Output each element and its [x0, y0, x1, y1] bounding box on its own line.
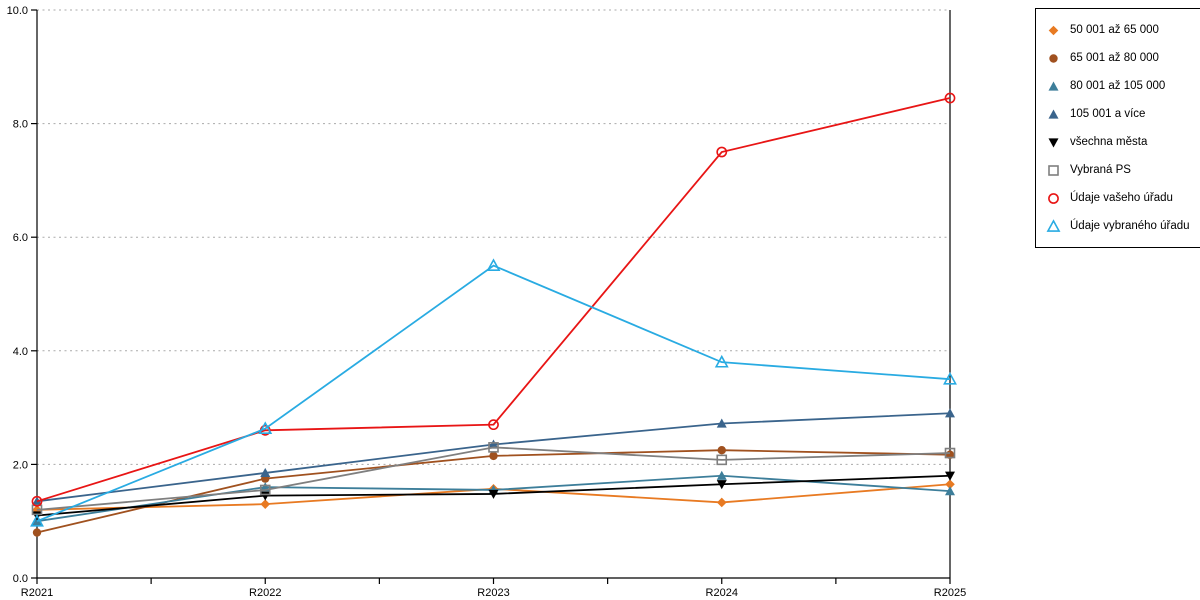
triangle-up-marker [30, 513, 44, 527]
diamond-marker [1048, 25, 1059, 35]
triangle-up-marker [488, 439, 499, 449]
x-tick-label: R2022 [249, 587, 281, 599]
legend-item-0: 50 001 až 65 000 [1046, 16, 1190, 44]
circle-marker [1049, 53, 1058, 63]
diamond-icon [1048, 25, 1059, 35]
square-marker [259, 484, 271, 496]
triangle-up-marker [260, 467, 271, 478]
y-tick-label: 6.0 [13, 232, 28, 244]
legend-item-label: Vybraná PS [1070, 164, 1131, 176]
legend-item-label: 80 001 až 105 000 [1070, 80, 1166, 92]
legend-item-7: Údaje vybraného úřadu [1046, 212, 1190, 240]
diamond-marker [716, 497, 727, 508]
y-tick-label: 2.0 [13, 459, 28, 471]
circle-marker [31, 495, 43, 507]
triangle-up-marker [486, 258, 501, 271]
legend: 50 001 až 65 000 65 001 až 80 000 80 001 a… [1035, 8, 1200, 248]
triangle-up-marker [945, 486, 955, 496]
circle-icon [1049, 53, 1058, 63]
circle-marker [944, 92, 956, 104]
triangle-up-icon [1046, 218, 1061, 232]
legend-item-label: 50 001 až 65 000 [1070, 24, 1159, 36]
square-icon [1048, 164, 1059, 176]
triangle-down-marker [1048, 137, 1059, 147]
circle-marker [717, 446, 726, 455]
legend-item-4: všechna města [1046, 128, 1190, 156]
triangle-up-icon [1048, 81, 1059, 91]
x-tick-label: R2023 [477, 587, 509, 599]
circle-marker [716, 146, 728, 158]
y-tick-label: 0.0 [13, 573, 28, 585]
circle-marker [489, 451, 498, 461]
legend-item-1: 65 001 až 80 000 [1046, 44, 1190, 72]
legend-item-6: Údaje vašeho úřadu [1046, 184, 1190, 212]
triangle-down-marker [945, 471, 955, 481]
triangle-down-marker [716, 480, 727, 490]
legend-item-label: Údaje vašeho úřadu [1070, 192, 1173, 204]
series-line-5 [36, 446, 951, 511]
legend-item-2: 80 001 až 105 000 [1046, 72, 1190, 100]
circle-icon [1048, 192, 1059, 204]
triangle-down-marker [488, 489, 499, 499]
x-tick-label: R2024 [706, 587, 738, 599]
y-tick-label: 8.0 [13, 119, 28, 131]
triangle-up-marker [1048, 109, 1059, 119]
diamond-marker [260, 499, 271, 509]
triangle-up-marker [1048, 81, 1059, 91]
triangle-up-marker [714, 354, 729, 368]
x-tick-label: R2025 [934, 587, 966, 599]
triangle-down-icon [1048, 137, 1059, 147]
legend-item-label: 105 001 a více [1070, 108, 1146, 120]
circle-marker [1048, 192, 1059, 204]
square-marker [716, 454, 728, 466]
legend-item-3: 105 001 a více [1046, 100, 1190, 128]
circle-marker [32, 528, 42, 537]
y-tick-label: 4.0 [13, 346, 28, 358]
triangle-up-icon [1048, 109, 1059, 119]
legend-item-5: Vybraná PS [1046, 156, 1190, 184]
legend-item-label: všechna města [1070, 136, 1148, 148]
square-marker [944, 447, 956, 459]
triangle-up-marker [716, 418, 727, 428]
triangle-up-marker [943, 371, 957, 385]
triangle-up-marker [258, 421, 273, 435]
square-marker [1048, 164, 1059, 176]
triangle-up-marker [945, 408, 955, 418]
triangle-up-marker [1046, 218, 1061, 232]
x-tick-label: R2021 [21, 587, 53, 599]
triangle-up-marker [716, 470, 727, 480]
circle-marker [488, 419, 499, 431]
legend-item-label: 65 001 až 80 000 [1070, 52, 1159, 64]
legend-item-label: Údaje vybraného úřadu [1070, 220, 1190, 232]
series-line-6 [36, 97, 951, 503]
diamond-marker [945, 479, 955, 490]
series-line-7 [36, 264, 951, 523]
y-tick-label: 10.0 [7, 5, 28, 17]
square-marker [488, 442, 499, 453]
